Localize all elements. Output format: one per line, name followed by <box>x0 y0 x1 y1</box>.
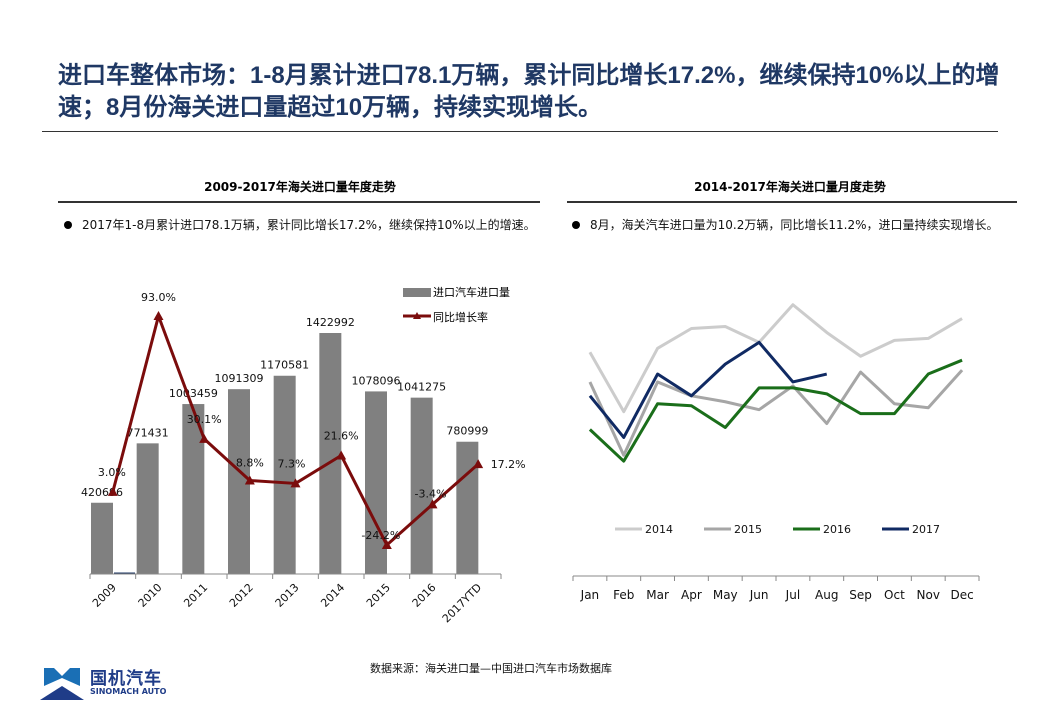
x-category-label: Dec <box>950 588 973 602</box>
x-category-label: 2013 <box>273 581 302 610</box>
growth-rate-label: -3.4% <box>415 487 447 500</box>
x-category-label: Oct <box>884 588 905 602</box>
x-category-label: Aug <box>815 588 838 602</box>
growth-marker-2014 <box>336 450 347 460</box>
series-line-2015 <box>588 369 964 457</box>
bar-value-label: 1170581 <box>260 359 309 372</box>
series-line-2017 <box>588 340 828 439</box>
bullet-dot-icon <box>64 221 72 229</box>
growth-rate-label: 21.6% <box>324 429 359 442</box>
headline-divider <box>42 131 998 132</box>
logo-chinese-name: 国机汽车 <box>90 669 162 689</box>
x-category-label: Nov <box>917 588 940 602</box>
bullet-dot-icon <box>572 221 580 229</box>
left-chart-title: 2009-2017年海关进口量年度走势 <box>204 180 396 194</box>
growth-marker-2011 <box>199 433 210 443</box>
data-source-note: 数据来源：海关进口量—中国进口汽车市场数据库 <box>370 662 612 675</box>
bar-2014 <box>319 333 342 574</box>
growth-marker-2017YTD <box>473 459 484 469</box>
x-category-label: Mar <box>646 588 669 602</box>
right-bullet: 8月，海关汽车进口量为10.2万辆，同比增长11.2%，进口量持续实现增长。 <box>572 216 1010 234</box>
bar-2011 <box>182 404 205 574</box>
right-title-divider <box>567 201 1017 203</box>
legend-label: 2014 <box>645 523 673 536</box>
bar-2015 <box>365 391 387 574</box>
page-headline: 进口车整体市场：1-8月累计进口78.1万辆，累计同比增长17.2%，继续保持1… <box>58 62 1000 121</box>
growth-marker-2010 <box>153 310 164 320</box>
bar-value-label: 780999 <box>446 425 488 438</box>
growth-rate-label: 7.3% <box>278 457 306 470</box>
x-category-label: Apr <box>681 588 702 602</box>
growth-rate-label: 8.8% <box>236 457 264 470</box>
x-category-label: 2012 <box>227 581 256 610</box>
bar-2010 <box>136 443 159 574</box>
x-category-label: 2014 <box>318 581 347 610</box>
right-bullet-text: 8月，海关汽车进口量为10.2万辆，同比增长11.2%，进口量持续实现增长。 <box>590 218 999 232</box>
x-category-label: Jan <box>580 588 600 602</box>
x-category-label: Jul <box>785 588 800 602</box>
bar-value-label: 420696 <box>81 486 123 499</box>
legend-label: 2016 <box>823 523 851 536</box>
legend-label: 2017 <box>912 523 940 536</box>
bar-2016 <box>410 397 433 574</box>
legend-bar-swatch <box>403 288 431 297</box>
growth-rate-label: 3.0% <box>98 466 126 479</box>
left-bullet: 2017年1-8月累计进口78.1万辆，累计同比增长17.2%，继续保持10%以… <box>64 216 537 234</box>
x-category-label: Sep <box>849 588 872 602</box>
bar-2009 <box>91 502 113 574</box>
left-bullet-text: 2017年1-8月累计进口78.1万辆，累计同比增长17.2%，继续保持10%以… <box>82 218 536 232</box>
growth-rate-label: -24.2% <box>361 529 400 542</box>
x-category-label: Jun <box>749 588 769 602</box>
growth-rate-label: 30.1% <box>187 413 222 426</box>
bar-2013 <box>273 375 296 574</box>
growth-marker-2013 <box>290 478 301 488</box>
growth-marker-2009 <box>107 486 118 496</box>
bar-value-label: 1078096 <box>352 374 401 387</box>
growth-marker-2016 <box>427 499 438 509</box>
bar-2012 <box>228 389 250 574</box>
x-category-label: 2010 <box>136 581 165 610</box>
x-category-label: 2009 <box>90 581 119 610</box>
growth-rate-label: 17.2% <box>491 458 526 471</box>
bar-2017YTD <box>456 441 479 574</box>
legend-bar-label: 进口汽车进口量 <box>433 285 510 299</box>
legend-line-label: 同比增长率 <box>433 310 488 324</box>
bar-value-label: 1422992 <box>306 316 355 329</box>
logo-mark-icon <box>40 668 84 700</box>
x-category-label: 2015 <box>364 581 393 610</box>
x-category-label: 2011 <box>181 581 210 610</box>
growth-marker-2012 <box>244 475 255 485</box>
bar-value-label: 1003459 <box>169 387 218 400</box>
x-category-label: May <box>713 588 738 602</box>
series-line-2014 <box>588 303 963 414</box>
legend-label: 2015 <box>734 523 762 536</box>
legend-triangle-marker <box>413 312 421 319</box>
series-line-2016 <box>588 358 963 463</box>
left-title-divider <box>58 201 540 203</box>
bar-value-label: 771431 <box>127 426 169 439</box>
right-chart-title: 2014-2017年海关进口量月度走势 <box>694 180 886 194</box>
x-category-label: Feb <box>613 588 634 602</box>
growth-rate-label: 93.0% <box>141 291 176 304</box>
company-logo: 国机汽车 SINOMACH AUTO <box>38 664 178 704</box>
bar-value-label: 1041275 <box>397 381 446 394</box>
growth-marker-2015 <box>381 539 392 549</box>
x-category-label: 2016 <box>410 581 439 610</box>
bar-value-label: 1091309 <box>215 372 264 385</box>
monthly-import-chart: 2014 2015 2016 2017 Jan Feb Mar Apr May Jun Jul Au… <box>572 303 980 602</box>
x-category-label: 2017YTD <box>440 581 484 625</box>
logo-english-name: SINOMACH AUTO <box>90 687 167 696</box>
